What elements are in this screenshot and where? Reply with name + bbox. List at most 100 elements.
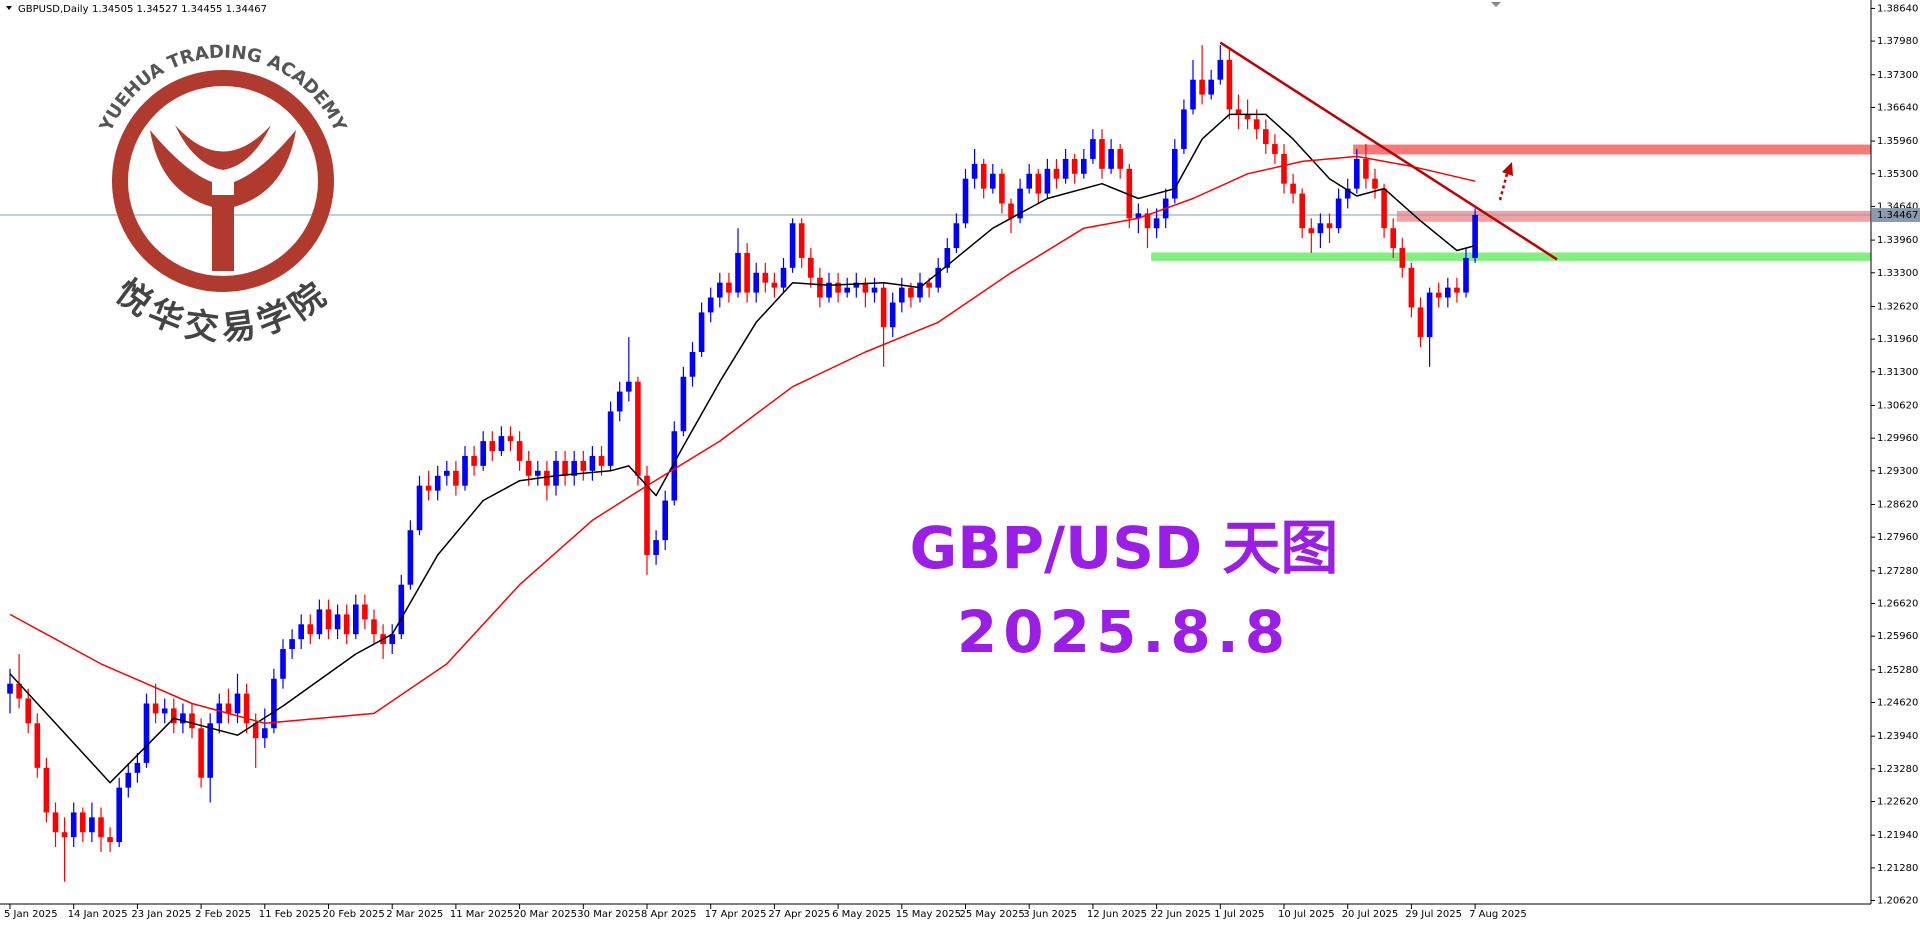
candle-body xyxy=(34,723,41,768)
chart-title: GBP/USD 天图 xyxy=(910,514,1339,582)
candle-body xyxy=(480,441,486,466)
candle-body xyxy=(262,728,268,739)
candle-body xyxy=(662,500,668,541)
logo-leaf xyxy=(234,130,296,207)
candle-body xyxy=(1390,228,1396,249)
x-tick-label: 22 Jun 2025 xyxy=(1151,909,1211,920)
candle-body xyxy=(198,728,204,778)
candle-body xyxy=(1126,168,1133,219)
candle-body xyxy=(1272,144,1278,154)
candle-body xyxy=(1417,307,1424,338)
y-tick-label: 1.25280 xyxy=(1877,665,1918,676)
candle-body xyxy=(862,282,869,293)
candle-body xyxy=(671,431,678,501)
candle-body xyxy=(1199,79,1205,95)
y-tick-label: 1.23280 xyxy=(1877,764,1918,775)
candle-body xyxy=(444,470,450,476)
candle-body xyxy=(207,723,213,778)
candle-body xyxy=(1026,173,1032,189)
candle-body xyxy=(680,376,687,432)
candle-body xyxy=(252,723,259,739)
candle-body xyxy=(1308,228,1315,234)
current-price-label: 1.34467 xyxy=(1877,210,1918,221)
candle-body xyxy=(717,282,723,298)
moving-average xyxy=(9,155,1476,725)
candle-body xyxy=(525,460,532,476)
y-tick-label: 1.26620 xyxy=(1877,598,1918,609)
x-tick-label: 5 Jan 2025 xyxy=(4,909,58,920)
candle-body xyxy=(307,624,314,635)
candle-body xyxy=(1181,109,1187,150)
candle-body xyxy=(1235,109,1242,115)
y-tick-label: 1.28620 xyxy=(1877,499,1918,510)
scroll-marker xyxy=(1491,2,1501,7)
candle-body xyxy=(498,436,505,452)
candle-body xyxy=(917,282,923,298)
x-tick-label: 29 Jul 2025 xyxy=(1405,909,1462,920)
candle-body xyxy=(553,460,559,486)
x-tick-label: 30 Mar 2025 xyxy=(577,909,640,920)
candle-body xyxy=(43,767,50,813)
candle-body xyxy=(434,475,441,491)
candle-body xyxy=(1344,188,1351,199)
x-tick-label: 23 Jan 2025 xyxy=(131,909,191,920)
candle-body xyxy=(280,649,286,679)
candle-body xyxy=(1335,198,1342,229)
candle-body xyxy=(990,173,996,189)
y-tick-label: 1.31960 xyxy=(1877,334,1918,345)
candle-body xyxy=(689,351,696,377)
y-tick-label: 1.23940 xyxy=(1877,731,1918,742)
candle-body xyxy=(826,282,832,298)
x-tick-label: 1 Jul 2025 xyxy=(1214,909,1264,920)
candle-body xyxy=(899,287,905,303)
candle-body xyxy=(562,460,568,476)
candle-body xyxy=(926,282,932,288)
candle-body xyxy=(1299,193,1305,229)
y-tick-label: 1.36640 xyxy=(1877,102,1918,113)
candle-body xyxy=(143,703,150,763)
y-tick-label: 1.20620 xyxy=(1877,896,1918,907)
candle-body xyxy=(362,604,368,620)
candle-body xyxy=(471,455,477,466)
x-tick-label: 14 Jan 2025 xyxy=(68,909,128,920)
x-tick-label: 3 Jun 2025 xyxy=(1023,909,1077,920)
candle-body xyxy=(189,713,195,729)
candle-body xyxy=(98,817,104,838)
candle-body xyxy=(635,381,641,476)
candle-body xyxy=(1372,178,1378,189)
candle-body xyxy=(1263,129,1269,145)
candle-body xyxy=(1290,183,1296,194)
candle-body xyxy=(1190,79,1196,110)
candle-body xyxy=(1071,158,1078,174)
candle-body xyxy=(1326,223,1333,229)
arrow-shaft xyxy=(1498,169,1510,201)
x-tick-label: 2 Feb 2025 xyxy=(195,909,251,920)
candle-body xyxy=(1044,168,1051,194)
header-icon xyxy=(6,6,12,10)
candle-body xyxy=(707,297,714,313)
candle-body xyxy=(398,584,405,635)
candle-body xyxy=(780,267,787,288)
candle-body xyxy=(1363,158,1369,179)
candle-body xyxy=(853,282,860,288)
y-tick-label: 1.29960 xyxy=(1877,433,1918,444)
candle-body xyxy=(453,470,459,486)
candle-body xyxy=(161,708,168,714)
zone xyxy=(1353,144,1871,155)
candle-body xyxy=(1281,153,1287,184)
y-tick-label: 1.35960 xyxy=(1877,136,1918,147)
x-tick-label: 11 Feb 2025 xyxy=(259,909,321,920)
candle-body xyxy=(698,312,705,352)
candle-body xyxy=(817,277,823,298)
candle-body xyxy=(1017,188,1023,219)
candle-body xyxy=(589,455,596,471)
candle-body xyxy=(416,485,423,531)
candle-body xyxy=(425,485,432,491)
candle-body xyxy=(298,624,304,640)
candle-body xyxy=(1081,158,1087,174)
candle-body xyxy=(1317,223,1324,234)
candle-body xyxy=(1426,292,1433,338)
x-tick-label: 20 Jul 2025 xyxy=(1342,909,1399,920)
